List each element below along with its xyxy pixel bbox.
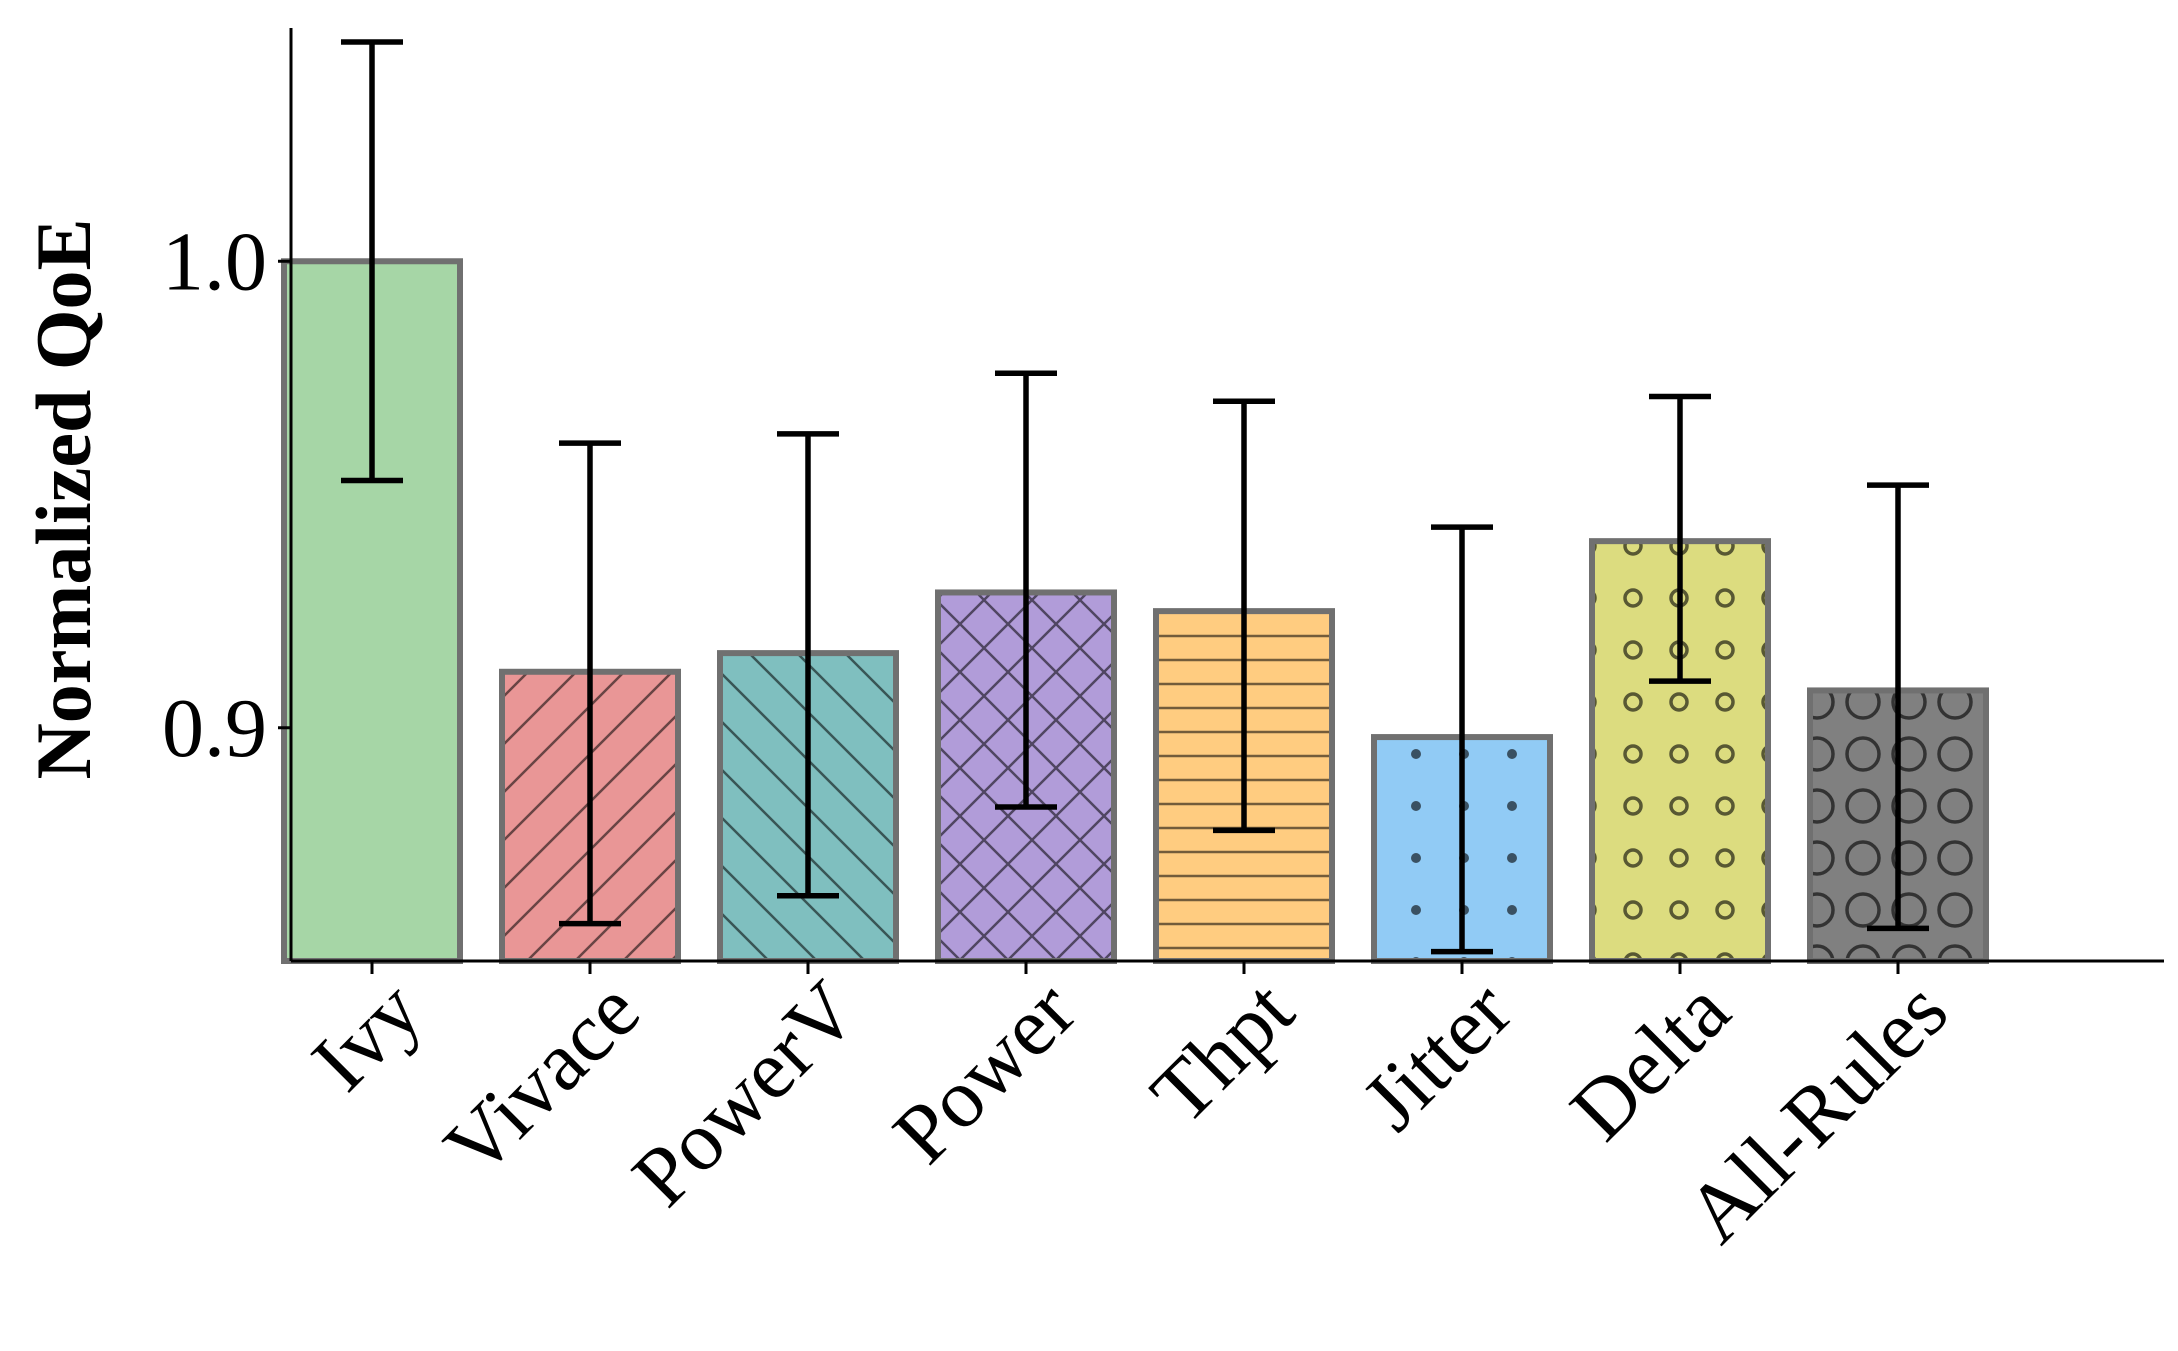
- error-bar-ivy: [341, 39, 403, 484]
- bars-layer: [281, 258, 1989, 965]
- error-bar-vivace: [559, 440, 621, 927]
- x-tick-label: Thpt: [1133, 964, 1311, 1142]
- error-bar-power: [995, 370, 1057, 810]
- y-tick-label: 1.0: [162, 215, 267, 308]
- y-axis-title: Normalized QoE: [20, 218, 107, 779]
- x-tick-label: Jitter: [1345, 964, 1530, 1149]
- x-tick-label: Ivy: [294, 964, 439, 1109]
- axes-layer: [289, 28, 2164, 963]
- error-bars-layer: [341, 39, 1929, 955]
- x-tick-label: Delta: [1553, 964, 1747, 1158]
- y-tick-label: 0.9: [162, 682, 267, 775]
- error-bar-jitter: [1431, 524, 1493, 955]
- error-bar-all-rules: [1867, 482, 1929, 932]
- error-bar-thpt: [1213, 398, 1275, 834]
- x-tick-label: PowerV: [615, 964, 875, 1224]
- error-bar-powerv: [777, 431, 839, 899]
- x-tick-label: Power: [876, 964, 1094, 1182]
- error-bar-delta: [1649, 393, 1711, 684]
